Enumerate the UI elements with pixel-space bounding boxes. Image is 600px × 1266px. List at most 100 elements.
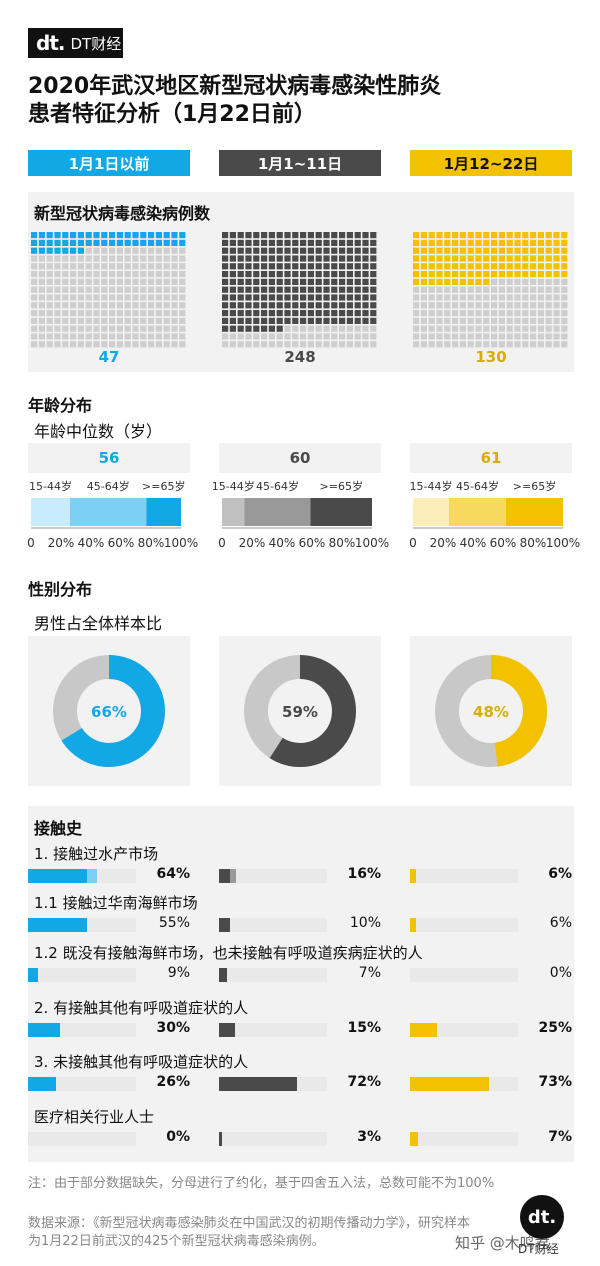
case-cell <box>514 232 521 239</box>
case-cell <box>428 239 435 246</box>
empty-cell <box>148 255 155 262</box>
empty-cell <box>444 286 451 293</box>
case-cell <box>331 263 338 270</box>
case-cell <box>276 263 283 270</box>
case-cell <box>155 232 162 239</box>
empty-cell <box>54 278 61 285</box>
empty-cell <box>179 302 186 309</box>
empty-cell <box>70 317 77 324</box>
empty-cell <box>54 255 61 262</box>
empty-cell <box>498 302 505 309</box>
empty-cell <box>561 286 568 293</box>
empty-cell <box>522 333 529 340</box>
case-cell <box>307 263 314 270</box>
empty-cell <box>514 317 521 324</box>
case-cell <box>300 317 307 324</box>
empty-cell <box>413 341 420 348</box>
empty-cell <box>514 310 521 317</box>
case-cell <box>222 310 229 317</box>
case-cell <box>276 325 283 332</box>
case-cell <box>339 278 346 285</box>
empty-cell <box>70 325 77 332</box>
empty-cell <box>354 325 361 332</box>
case-cell <box>292 255 299 262</box>
empty-cell <box>300 325 307 332</box>
case-cell <box>323 239 330 246</box>
empty-cell <box>109 310 116 317</box>
age-group-label: 45-64岁 <box>256 479 299 493</box>
case-cell <box>222 278 229 285</box>
empty-cell <box>459 302 466 309</box>
empty-cell <box>77 325 84 332</box>
empty-cell <box>498 278 505 285</box>
empty-cell <box>179 271 186 278</box>
case-cell <box>245 263 252 270</box>
case-cell <box>467 278 474 285</box>
empty-cell <box>46 278 53 285</box>
case-cell <box>245 310 252 317</box>
empty-cell <box>514 333 521 340</box>
empty-cell <box>362 341 369 348</box>
case-cell <box>229 271 236 278</box>
case-cell <box>467 232 474 239</box>
empty-cell <box>116 310 123 317</box>
empty-cell <box>93 286 100 293</box>
empty-cell <box>163 247 170 254</box>
contact-bar-track <box>219 869 327 883</box>
case-cell <box>163 239 170 246</box>
case-cell <box>276 271 283 278</box>
case-cell <box>362 232 369 239</box>
contact-bar-track <box>410 1132 518 1146</box>
contact-value: 73% <box>538 1074 572 1090</box>
empty-cell <box>514 286 521 293</box>
case-cell <box>452 247 459 254</box>
empty-cell <box>116 341 123 348</box>
case-cell <box>77 239 84 246</box>
empty-cell <box>148 271 155 278</box>
empty-cell <box>38 325 45 332</box>
case-cell <box>553 232 560 239</box>
empty-cell <box>93 310 100 317</box>
case-cell <box>467 263 474 270</box>
age-bar-segment <box>506 498 563 526</box>
empty-cell <box>148 294 155 301</box>
case-cell <box>237 263 244 270</box>
case-cell <box>339 255 346 262</box>
empty-cell <box>109 263 116 270</box>
empty-cell <box>85 310 92 317</box>
case-cell <box>413 239 420 246</box>
empty-cell <box>545 278 552 285</box>
case-cell <box>229 302 236 309</box>
case-cell <box>459 271 466 278</box>
case-cell <box>292 271 299 278</box>
case-cell <box>268 317 275 324</box>
case-cell <box>222 255 229 262</box>
donut-male-share <box>53 655 165 767</box>
case-cell <box>31 232 38 239</box>
empty-cell <box>498 310 505 317</box>
empty-cell <box>148 286 155 293</box>
case-cell <box>292 247 299 254</box>
empty-cell <box>179 310 186 317</box>
period-header-1: 1月1日以前 <box>28 150 190 176</box>
empty-cell <box>148 263 155 270</box>
case-cell <box>229 278 236 285</box>
case-cell <box>101 232 108 239</box>
empty-cell <box>561 325 568 332</box>
empty-cell <box>545 341 552 348</box>
case-cell <box>261 294 268 301</box>
empty-cell <box>124 294 131 301</box>
case-cell <box>253 317 260 324</box>
contact-bar-fill <box>219 1077 297 1091</box>
case-cell <box>444 247 451 254</box>
case-cell <box>261 271 268 278</box>
case-cell <box>436 271 443 278</box>
empty-cell <box>339 333 346 340</box>
empty-cell <box>413 294 420 301</box>
case-cell <box>339 286 346 293</box>
case-cell <box>339 232 346 239</box>
case-cell <box>346 278 353 285</box>
case-cell <box>498 239 505 246</box>
case-cell <box>339 271 346 278</box>
cases-waffle-charts <box>31 232 568 348</box>
